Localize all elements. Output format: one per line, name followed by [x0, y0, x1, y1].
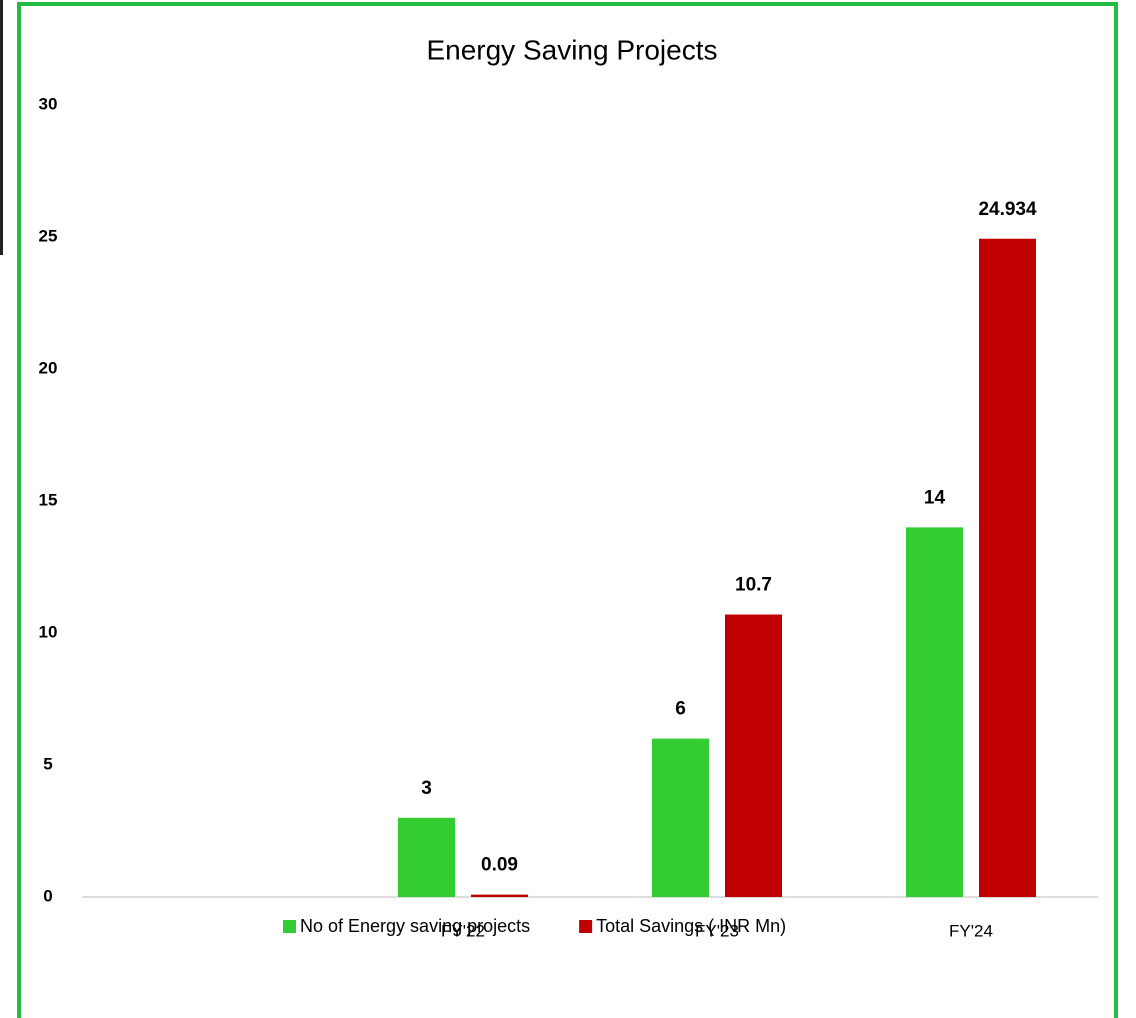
data-label: 14 — [924, 487, 946, 508]
bar — [652, 738, 709, 897]
data-label: 0.09 — [481, 855, 518, 876]
y-tick-label: 15 — [39, 490, 58, 509]
x-tick-label: FY'24 — [949, 921, 993, 940]
legend-label: No of Energy saving projects — [300, 916, 530, 936]
y-tick-label: 5 — [43, 754, 52, 773]
chart-title: Energy Saving Projects — [426, 34, 717, 65]
legend-swatch — [579, 920, 593, 933]
data-label: 24.934 — [978, 199, 1037, 220]
bar — [471, 894, 528, 897]
y-tick-label: 10 — [39, 622, 58, 641]
y-tick-label: 30 — [39, 94, 58, 113]
x-tick-label: FY'22 — [441, 921, 485, 940]
bar — [979, 238, 1036, 897]
chart-frame — [17, 2, 1118, 1018]
y-tick-label: 0 — [43, 886, 52, 905]
x-tick-label: FY'23 — [695, 921, 739, 940]
data-label: 3 — [421, 778, 432, 799]
legend-label: Total Savings ( INR Mn) — [596, 916, 786, 936]
bar — [725, 614, 782, 897]
y-tick-label: 25 — [39, 226, 58, 245]
data-label: 10.7 — [735, 575, 772, 596]
data-label: 6 — [675, 699, 686, 720]
y-tick-label: 20 — [39, 358, 58, 377]
legend-swatch — [283, 920, 296, 933]
edge-line — [0, 0, 3, 255]
bar — [398, 817, 455, 897]
bar — [906, 527, 963, 897]
